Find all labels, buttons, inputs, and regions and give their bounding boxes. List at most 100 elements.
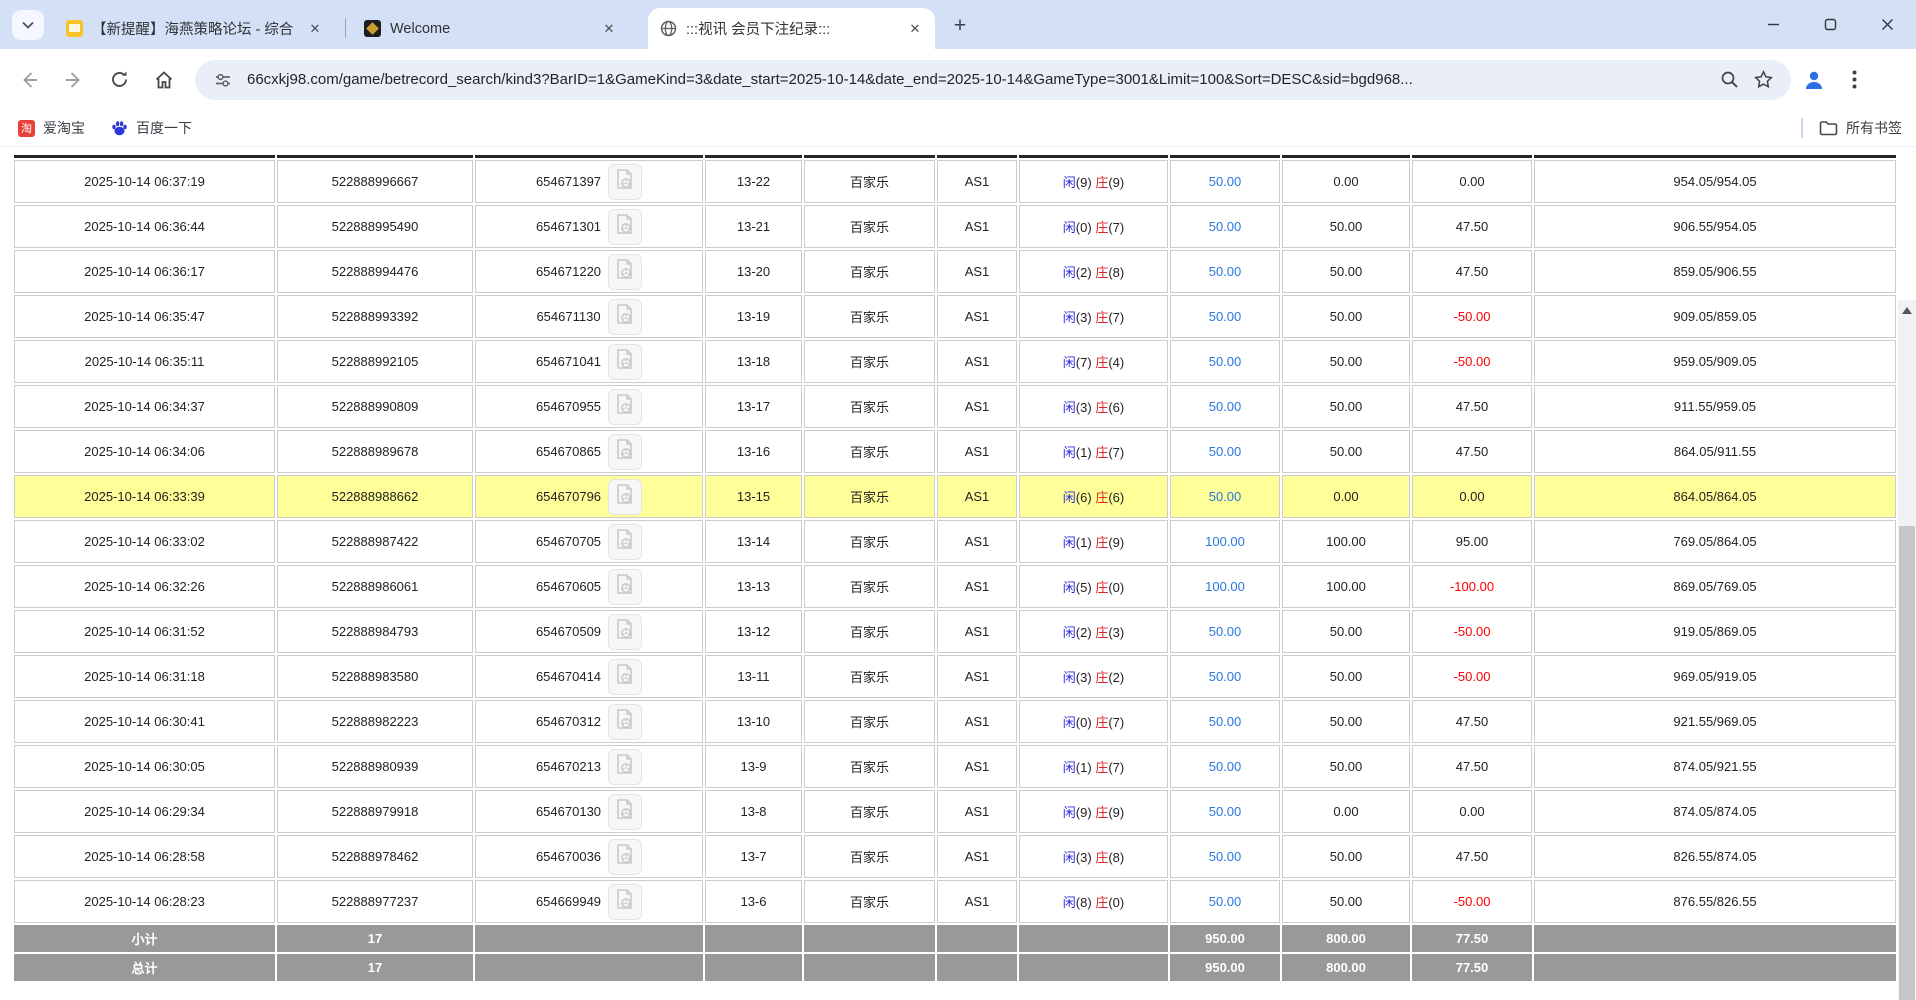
video-replay-button[interactable] [608,568,643,605]
cell-bet-amount-link[interactable]: 100.00 [1170,520,1280,563]
video-replay-button[interactable] [608,163,643,200]
round-id-text: 654670213 [535,759,602,774]
close-tab-icon[interactable]: ✕ [603,20,615,36]
bet-record-row[interactable]: 2025-10-14 06:37:19 522888996667 654671397… [14,160,1896,203]
profile-avatar[interactable] [1797,63,1831,97]
url-text[interactable]: 66cxkj98.com/game/betrecord_search/kind3… [247,71,1413,88]
bet-record-row[interactable]: 2025-10-14 06:32:26 522888986061 654670605… [14,565,1896,608]
bet-record-row[interactable]: 2025-10-14 06:34:06 522888989678 654670865… [14,430,1896,473]
player-points: (3) [1075,670,1092,685]
tab-welcome[interactable]: Welcome ✕ [352,8,629,49]
cell-game-result: 闲(2) 庄(3) [1019,610,1168,653]
bet-record-row[interactable]: 2025-10-14 06:31:52 522888984793 654670509… [14,610,1896,653]
bet-record-row[interactable]: 2025-10-14 06:30:05 522888980939 654670213… [14,745,1896,788]
video-replay-button[interactable] [608,703,643,740]
minimize-button[interactable] [1745,0,1802,49]
footer-winloss-total: 77.50 [1412,954,1532,981]
maximize-button[interactable] [1802,0,1859,49]
tab-bet-records-active[interactable]: :::视讯 会员下注纪录::: ✕ [648,8,935,49]
page-scrollbar[interactable] [1898,300,1916,1000]
close-tab-icon[interactable]: ✕ [909,20,921,36]
footer-empty-cell [705,925,802,952]
video-replay-button[interactable] [608,748,643,785]
cell-account: AS1 [937,205,1017,248]
bookmark-baidu[interactable]: 百度一下 [111,118,192,138]
video-replay-button[interactable] [608,388,643,425]
bet-record-row[interactable]: 2025-10-14 06:28:58 522888978462 654670036… [14,835,1896,878]
cell-bet-amount-link[interactable]: 50.00 [1170,250,1280,293]
scroll-up-arrow-icon[interactable] [1902,307,1912,314]
cell-bet-amount-link[interactable]: 50.00 [1170,835,1280,878]
forward-button[interactable] [57,63,91,97]
footer-empty-cell [804,954,935,981]
bet-record-row[interactable]: 2025-10-14 06:28:23 522888977237 654669949… [14,880,1896,923]
video-replay-button[interactable] [608,478,643,515]
round-id-text: 654670865 [535,444,602,459]
cell-bet-amount-link[interactable]: 50.00 [1170,880,1280,923]
close-window-button[interactable] [1859,0,1916,49]
cell-bet-amount-link[interactable]: 50.00 [1170,790,1280,833]
bet-record-row[interactable]: 2025-10-14 06:35:11 522888992105 654671041… [14,340,1896,383]
cell-shoe-round: 13-17 [705,385,802,428]
video-replay-button[interactable] [608,253,643,290]
close-tab-icon[interactable]: ✕ [309,20,321,36]
cell-bet-amount-link[interactable]: 50.00 [1170,160,1280,203]
bookmark-taobao[interactable]: 淘 爱淘宝 [18,118,85,138]
back-button[interactable] [12,63,46,97]
new-tab-button[interactable]: + [953,14,967,37]
all-bookmarks-button[interactable]: 所有书签 [1801,110,1902,146]
film-reel-icon [615,393,635,420]
bet-record-row[interactable]: 2025-10-14 06:35:47 522888993392 654671130… [14,295,1896,338]
tab-forum[interactable]: 【新提醒】海燕策略论坛 - 综合 ✕ [54,8,335,49]
footer-count: 17 [277,925,473,952]
bookmark-star-icon[interactable] [1749,66,1777,94]
cell-round-id: 654670865 [475,430,703,473]
cell-balance: 874.05/921.55 [1534,745,1896,788]
bet-record-row[interactable]: 2025-10-14 06:33:02 522888987422 654670705… [14,520,1896,563]
scrollbar-thumb[interactable] [1899,526,1915,1000]
player-points: (1) [1075,760,1092,775]
video-replay-button[interactable] [608,613,643,650]
browser-menu-button[interactable] [1837,63,1871,97]
cell-bet-amount-link[interactable]: 50.00 [1170,385,1280,428]
bet-record-row[interactable]: 2025-10-14 06:31:18 522888983580 654670414… [14,655,1896,698]
cell-bet-amount-link[interactable]: 50.00 [1170,655,1280,698]
bet-record-row[interactable]: 2025-10-14 06:36:17 522888994476 654671220… [14,250,1896,293]
cell-bet-time: 2025-10-14 06:37:19 [14,160,275,203]
cell-bet-amount-link[interactable]: 50.00 [1170,610,1280,653]
bet-record-row[interactable]: 2025-10-14 06:30:41 522888982223 654670312… [14,700,1896,743]
video-replay-button[interactable] [608,883,643,920]
video-replay-button[interactable] [608,658,643,695]
cell-bet-amount-link[interactable]: 50.00 [1170,700,1280,743]
video-replay-button[interactable] [608,208,643,245]
video-replay-button[interactable] [608,433,643,470]
cell-bet-id: 522888994476 [277,250,473,293]
reload-button[interactable] [102,63,136,97]
video-replay-button[interactable] [607,298,642,335]
cell-bet-amount-link[interactable]: 50.00 [1170,430,1280,473]
zoom-icon[interactable] [1715,66,1743,94]
cell-bet-amount-link[interactable]: 50.00 [1170,745,1280,788]
home-button[interactable] [147,63,181,97]
bet-record-row[interactable]: 2025-10-14 06:29:34 522888979918 654670130… [14,790,1896,833]
home-icon [155,70,173,88]
cell-bet-amount-link[interactable]: 100.00 [1170,565,1280,608]
video-replay-button[interactable] [608,343,643,380]
tab-search-button[interactable] [12,10,44,40]
site-info-icon[interactable] [209,66,237,94]
cell-bet-amount-link[interactable]: 50.00 [1170,205,1280,248]
bet-record-row[interactable]: 2025-10-14 06:34:37 522888990809 654670955… [14,385,1896,428]
bet-record-row[interactable]: 2025-10-14 06:33:39 522888988662 654670796… [14,475,1896,518]
cell-bet-amount-link[interactable]: 50.00 [1170,295,1280,338]
cell-game-result: 闲(2) 庄(8) [1019,250,1168,293]
video-replay-button[interactable] [608,523,643,560]
video-replay-button[interactable] [608,838,643,875]
bet-record-row[interactable]: 2025-10-14 06:36:44 522888995490 654671301… [14,205,1896,248]
cell-bet-amount-link[interactable]: 50.00 [1170,475,1280,518]
cell-game-name: 百家乐 [804,565,935,608]
cell-bet-time: 2025-10-14 06:32:26 [14,565,275,608]
cell-shoe-round: 13-11 [705,655,802,698]
video-replay-button[interactable] [608,793,643,830]
cell-bet-amount-link[interactable]: 50.00 [1170,340,1280,383]
address-bar[interactable]: 66cxkj98.com/game/betrecord_search/kind3… [195,59,1791,100]
